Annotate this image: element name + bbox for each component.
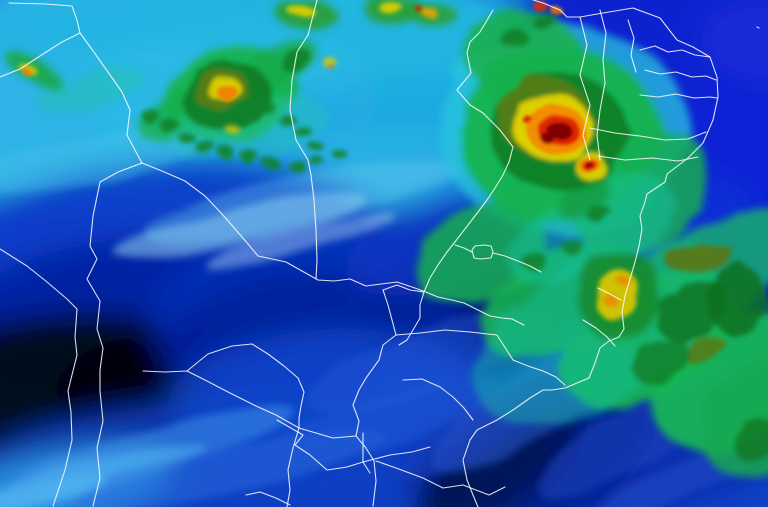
cloud-blob bbox=[654, 279, 732, 341]
paraiba-pernambuco-border-line bbox=[639, 93, 718, 99]
cloud-blob bbox=[0, 127, 209, 193]
bolivia-brazil-border-line bbox=[141, 162, 525, 326]
peru-bolivia-border-line bbox=[86, 162, 143, 507]
cloud-blob bbox=[294, 125, 310, 137]
bolivia-paraguay-border-line bbox=[251, 343, 305, 429]
cloud-blob bbox=[217, 377, 503, 483]
cloud-blob bbox=[541, 134, 555, 146]
cloud-blob bbox=[257, 99, 273, 111]
ceara-inner-border-line bbox=[627, 19, 637, 73]
cloud-blob bbox=[243, 153, 261, 165]
cloud-blob bbox=[220, 148, 236, 160]
riograndedonorte-paraiba-border-line bbox=[644, 69, 717, 81]
parana-santacatarina-border-line bbox=[375, 460, 506, 496]
cloud-blob bbox=[328, 65, 334, 69]
cloud-blob bbox=[417, 7, 423, 13]
cloud-blob bbox=[522, 115, 532, 123]
misiones-brazil-border-line bbox=[362, 446, 431, 463]
df-minas-east-border-line bbox=[492, 252, 542, 273]
cloud-blob bbox=[422, 8, 438, 18]
cloud-blob bbox=[700, 0, 768, 82]
cloud-blob bbox=[731, 419, 768, 461]
cloud-blob bbox=[143, 111, 161, 125]
saopaulo-minas-border-line bbox=[395, 329, 566, 386]
goias-matogrosso-junction-line bbox=[382, 284, 425, 293]
cloud-blob bbox=[289, 6, 315, 18]
pernambuco-bahia-border-line bbox=[589, 127, 707, 141]
cloud-blob bbox=[202, 213, 398, 267]
cloud-blob bbox=[506, 177, 674, 283]
parana-river-border-line bbox=[352, 289, 397, 507]
minas-espiritosanto-border-line bbox=[597, 287, 622, 301]
cloud-blob bbox=[143, 158, 457, 242]
distrito-federal-outline-line bbox=[471, 244, 494, 260]
piaui-ceara-border-line bbox=[596, 9, 607, 161]
cloud-blob bbox=[309, 141, 323, 151]
convective-core-layer bbox=[21, 1, 600, 174]
cloud-blob bbox=[560, 238, 580, 252]
maranhao-piaui-border-line bbox=[579, 16, 591, 161]
bolivia-argentina-border-line bbox=[186, 343, 253, 372]
peru-brazil-border-line bbox=[79, 32, 143, 164]
cloud-blob bbox=[588, 206, 612, 224]
cloud-blob bbox=[198, 142, 218, 156]
peru-chile-border-line bbox=[0, 248, 78, 507]
cloud-blob bbox=[264, 159, 280, 169]
north-border-top-left-line bbox=[8, 2, 81, 34]
cloud-blob bbox=[380, 3, 404, 15]
ceara-riograndedonorte-border-line bbox=[639, 45, 711, 58]
amazonas-matogrosso-border-line bbox=[289, 0, 318, 280]
cloud-blob bbox=[21, 67, 31, 75]
cloud-blob bbox=[289, 161, 307, 173]
cloud-blob bbox=[632, 338, 688, 382]
paraguay-north-border-line bbox=[142, 370, 357, 439]
goias-df-west-border-line bbox=[454, 244, 473, 253]
cloud-blob bbox=[311, 157, 325, 167]
cloud-blob bbox=[502, 31, 530, 49]
cloud-blob bbox=[0, 477, 111, 507]
alagoas-sergipe-border-line bbox=[597, 155, 699, 162]
colombia-peru-border-line bbox=[0, 32, 81, 78]
paraguay-river-line bbox=[286, 427, 300, 507]
cloud-blob bbox=[277, 112, 293, 124]
cloud-blob bbox=[683, 336, 727, 364]
cloud-blob bbox=[182, 135, 198, 147]
argentina-misiones-border-line bbox=[276, 419, 364, 471]
cloud-blob bbox=[331, 147, 345, 157]
atlantic-coastline-line bbox=[462, 0, 719, 507]
cloud-blob bbox=[586, 163, 594, 169]
offshore-islet-dot-line bbox=[756, 26, 760, 29]
cloud-blob bbox=[548, 122, 572, 140]
cloud-blob bbox=[162, 121, 182, 135]
cloud-blob bbox=[666, 243, 734, 273]
cloud-blob bbox=[217, 84, 237, 100]
corrientes-border-line bbox=[245, 491, 291, 506]
tocantins-goias-border-line bbox=[398, 9, 514, 346]
cloud-blob bbox=[550, 6, 562, 14]
cloud-blob bbox=[619, 278, 633, 288]
cloud-blob bbox=[36, 67, 144, 113]
cloud-blob bbox=[225, 124, 237, 132]
cloud-blob bbox=[533, 14, 557, 30]
minas-rio-border-line bbox=[582, 319, 616, 347]
cloud-blob bbox=[604, 296, 620, 308]
parana-saopaulo-border-line bbox=[402, 378, 474, 421]
